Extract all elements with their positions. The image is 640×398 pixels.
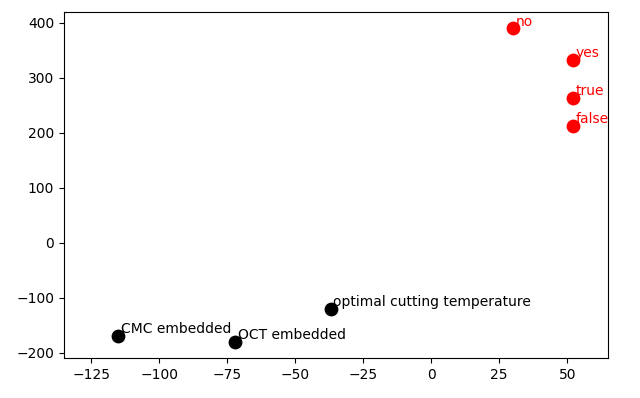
Point <box>113 333 124 339</box>
Point <box>326 306 336 312</box>
Point <box>568 57 578 63</box>
Point <box>568 95 578 101</box>
Point <box>230 339 241 345</box>
Point <box>508 25 518 31</box>
Text: OCT embedded: OCT embedded <box>238 328 346 342</box>
Text: no: no <box>516 15 533 29</box>
Text: CMC embedded: CMC embedded <box>121 322 232 336</box>
Text: true: true <box>575 84 604 98</box>
Text: yes: yes <box>575 46 599 60</box>
Text: false: false <box>575 112 609 126</box>
Text: optimal cutting temperature: optimal cutting temperature <box>333 295 531 309</box>
Point <box>568 123 578 129</box>
